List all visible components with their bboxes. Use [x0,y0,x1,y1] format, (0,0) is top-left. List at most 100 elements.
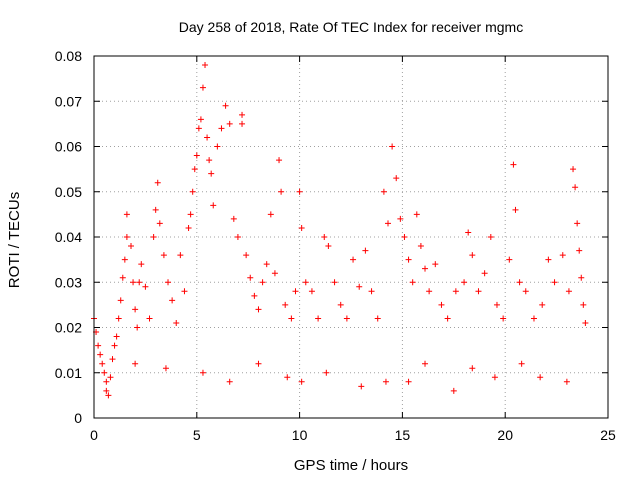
data-point [278,188,285,195]
data-point [469,252,476,259]
data-point [101,369,108,376]
data-point [563,378,570,385]
data-point [362,247,369,254]
y-axis-label: ROTI / TECUs [6,192,23,288]
data-point [119,274,126,281]
data-point [325,243,332,250]
data-point [128,243,135,250]
data-point [380,188,387,195]
data-point [426,288,433,295]
data-point [121,256,128,263]
data-point [271,270,278,277]
data-point [580,301,587,308]
y-tick-label: 0.06 [55,139,82,155]
data-point [136,279,143,286]
data-point [491,374,498,381]
data-point [138,261,145,268]
y-tick-label: 0 [74,410,82,426]
chart-title: Day 258 of 2018, Rate Of TEC Index for r… [179,19,523,35]
data-point [255,306,262,313]
data-point [417,243,424,250]
data-point [132,306,139,313]
x-tick-label: 25 [600,427,616,443]
data-point [405,256,412,263]
data-point [343,315,350,322]
data-point [323,369,330,376]
data-point [191,166,198,173]
data-point [117,297,124,304]
data-point [413,211,420,218]
data-point [255,360,262,367]
data-point [150,234,157,240]
data-point [239,111,246,118]
data-point [576,247,583,254]
data-point [230,215,237,222]
data-point [385,220,392,227]
data-point [263,261,270,268]
data-point [574,220,581,227]
data-point [559,252,566,259]
data-point [368,288,375,295]
data-point [210,202,217,209]
data-point [193,152,200,159]
data-point [337,301,344,308]
data-point [409,279,416,286]
data-point [510,161,517,168]
data-point [356,283,363,290]
data-point [331,279,338,286]
data-point [97,351,104,358]
data-point [298,378,305,385]
x-tick-label: 5 [193,427,201,443]
data-point [288,315,295,322]
data-point [393,175,400,182]
data-point [506,256,513,263]
y-tick-label: 0.08 [55,48,82,64]
y-tick-label: 0.04 [55,229,82,245]
data-point [572,184,579,191]
data-point [199,369,206,376]
data-point [405,378,412,385]
data-point [247,274,254,281]
data-point [570,166,577,173]
data-point [518,360,525,367]
data-point [169,297,176,304]
data-point [500,315,507,322]
data-point [123,234,130,240]
data-point [132,360,139,367]
data-point [222,102,229,109]
data-point [551,279,558,286]
data-point [516,279,523,286]
data-point [292,288,299,295]
data-point [239,120,246,127]
data-point [298,224,305,231]
y-tick-label: 0.02 [55,320,82,336]
data-point [461,279,468,286]
data-point [565,288,572,295]
data-point [197,116,204,123]
data-point [234,234,241,240]
data-point [142,283,149,290]
data-point [452,288,459,295]
y-tick-label: 0.07 [55,93,82,109]
data-point [243,252,250,259]
data-point [189,188,196,195]
data-point [530,315,537,322]
data-point [469,365,476,372]
data-point [539,301,546,308]
data-point [218,125,225,132]
y-tick-label: 0.05 [55,184,82,200]
data-point [195,125,202,132]
data-point [162,365,169,372]
data-point [130,279,137,286]
data-point [156,220,163,227]
data-point [259,279,266,286]
data-point [146,315,153,322]
data-point [481,270,488,277]
y-tick-label: 0.01 [55,365,82,381]
data-point [302,279,309,286]
x-tick-label: 15 [395,427,411,443]
data-point [537,374,544,381]
data-point [475,288,482,295]
